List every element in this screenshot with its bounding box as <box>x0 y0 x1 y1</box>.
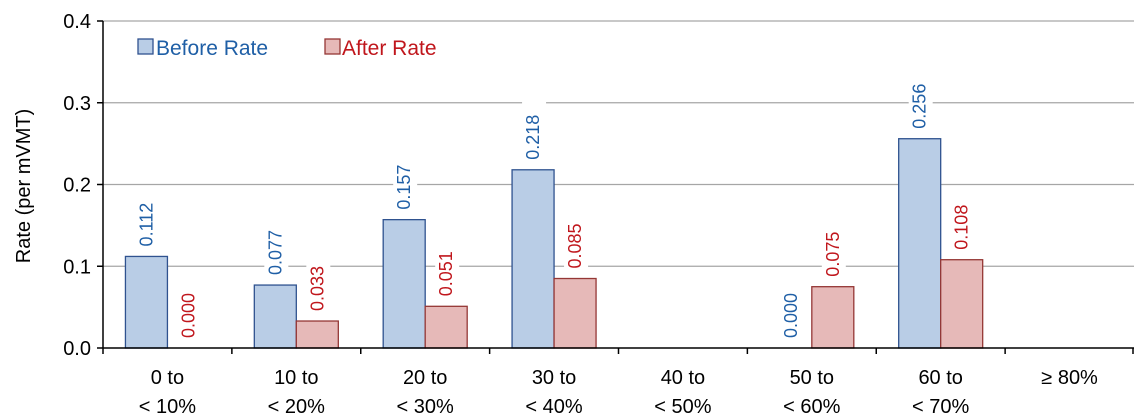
bar <box>511 169 555 349</box>
x-tick-label: < 40% <box>525 396 582 418</box>
data-label: 0.112 <box>136 203 156 247</box>
bar <box>940 259 984 349</box>
x-tick-label: 10 to <box>274 367 318 389</box>
data-label: 0.157 <box>394 165 414 210</box>
data-label: 0.256 <box>910 84 930 129</box>
y-tick-label: 0.1 <box>63 256 91 278</box>
data-label: 0.218 <box>523 115 543 160</box>
legend-label-before: Before Rate <box>156 37 268 60</box>
x-tick-label: 20 to <box>403 367 447 389</box>
x-tick-label: < 30% <box>397 396 454 418</box>
bar <box>295 320 339 349</box>
bar <box>553 277 597 349</box>
x-tick-label: 40 to <box>661 367 705 389</box>
legend: Before Rate After Rate <box>137 37 437 60</box>
data-label: 0.000 <box>781 293 801 338</box>
x-tick-label: < 10% <box>139 396 196 418</box>
data-label-background <box>177 280 202 340</box>
data-label-background <box>393 151 418 212</box>
data-label-background <box>821 218 846 279</box>
y-tick-label: 0.2 <box>63 175 91 197</box>
x-tick-label: < 20% <box>268 396 325 418</box>
data-label-background <box>908 70 933 131</box>
data-labels: 0.112 0.077 0.157 0.218 0.000 0.256 0.000 0.033… <box>135 70 975 340</box>
data-label: 0.075 <box>823 232 843 277</box>
data-label-background <box>135 188 160 249</box>
bar <box>124 255 169 349</box>
x-tick-label: < 50% <box>654 396 711 418</box>
bar <box>424 305 468 349</box>
data-label: 0.077 <box>265 230 285 275</box>
x-tick-label: < 60% <box>783 396 840 418</box>
data-label: 0.085 <box>565 223 585 268</box>
y-tick-label: 0.3 <box>63 93 91 115</box>
x-tick-label: 30 to <box>532 367 576 389</box>
bar <box>382 219 426 349</box>
data-label: 0.000 <box>178 293 198 338</box>
data-label-background <box>264 217 289 278</box>
data-label-background <box>306 253 331 314</box>
data-label-background <box>435 238 460 299</box>
x-tick-label: < 70% <box>912 396 969 418</box>
legend-label-after: After Rate <box>342 37 437 60</box>
legend-swatch-after <box>324 38 341 55</box>
x-tick-label: 60 to <box>918 367 962 389</box>
data-label-background <box>950 191 975 252</box>
bars <box>124 138 984 349</box>
data-label-background <box>564 210 589 271</box>
data-label: 0.051 <box>436 251 456 296</box>
data-label: 0.108 <box>952 205 972 250</box>
data-label-background <box>522 101 547 162</box>
legend-swatch-before <box>137 38 154 55</box>
y-axis-title: Rate (per mVMT) <box>13 109 35 263</box>
bar <box>811 286 855 349</box>
data-label-background <box>779 280 804 340</box>
bar <box>253 284 297 349</box>
x-tick-label: 50 to <box>790 367 834 389</box>
data-label: 0.033 <box>307 266 327 311</box>
y-tick-label: 0.0 <box>63 338 91 360</box>
bar <box>898 138 942 349</box>
y-tick-label: 0.4 <box>63 11 91 33</box>
axes: 0.0 0.1 0.2 0.3 0.4 0 to < 10% 10 to < 20% 20 to <… <box>63 11 1134 418</box>
x-tick-label: 0 to <box>151 367 184 389</box>
x-tick-label: ≥ 80% <box>1041 367 1098 389</box>
